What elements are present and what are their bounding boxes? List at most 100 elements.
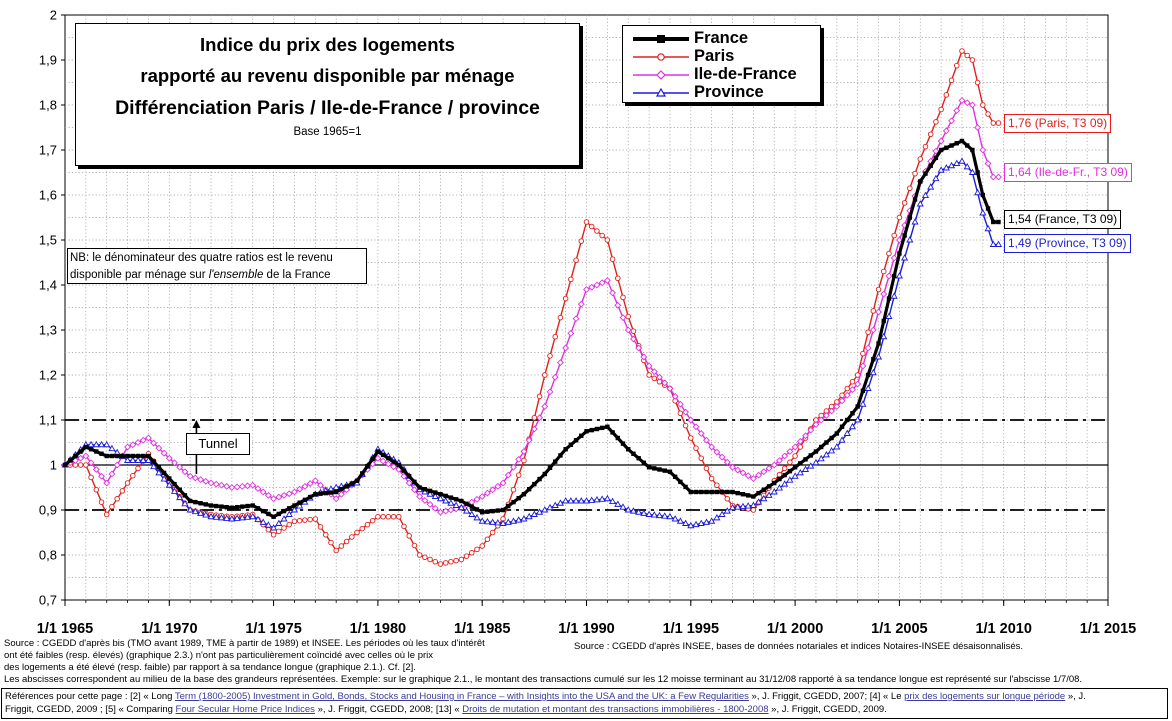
data-point <box>871 357 876 362</box>
data-point <box>745 493 751 498</box>
data-point <box>985 206 991 211</box>
data-point <box>391 459 396 464</box>
data-point <box>290 506 299 513</box>
data-point <box>693 445 699 451</box>
data-point <box>568 442 574 447</box>
data-point <box>515 472 522 478</box>
data-point <box>698 455 704 462</box>
data-point <box>546 388 554 396</box>
data-point <box>803 457 808 462</box>
data-point <box>782 472 787 478</box>
data-point <box>646 372 652 378</box>
data-point <box>797 444 804 450</box>
data-point <box>671 515 679 522</box>
y-tick-label: 1,1 <box>39 413 57 428</box>
data-point <box>776 457 783 464</box>
data-point <box>171 459 178 467</box>
ref-5-link[interactable]: Four Secular Home Price Indices <box>175 704 315 715</box>
data-point <box>770 461 778 469</box>
data-point <box>280 515 288 522</box>
data-point <box>864 344 872 352</box>
chart-title: Indice du prix des logements <box>200 34 455 55</box>
data-point <box>87 459 95 467</box>
ref-13-link[interactable]: Droits de mutation et montant des transa… <box>462 704 769 715</box>
data-point <box>332 495 340 503</box>
data-point <box>542 372 548 378</box>
data-point <box>421 497 429 504</box>
data-point <box>520 515 528 522</box>
data-point <box>525 512 533 520</box>
y-tick-label: 1,8 <box>39 98 57 113</box>
data-point <box>442 560 449 566</box>
data-point <box>170 487 179 494</box>
data-point <box>270 495 278 503</box>
data-point <box>264 491 272 499</box>
data-point <box>68 458 73 463</box>
data-point <box>954 141 959 146</box>
data-point <box>212 513 220 520</box>
data-point <box>478 493 486 500</box>
data-point <box>735 490 740 496</box>
data-point <box>614 500 622 507</box>
data-point <box>588 283 596 291</box>
data-point <box>281 508 287 514</box>
data-point <box>125 453 130 459</box>
data-point <box>624 506 632 513</box>
data-point <box>626 447 631 452</box>
data-point <box>452 501 460 508</box>
data-point <box>285 490 293 498</box>
data-point <box>567 497 575 504</box>
data-point <box>457 503 465 511</box>
data-point <box>139 456 147 463</box>
data-point <box>725 489 730 495</box>
data-point <box>349 534 355 540</box>
data-point <box>458 556 465 563</box>
ref-4-link[interactable]: prix des logements sur longue période <box>904 691 1066 702</box>
data-point <box>459 498 464 504</box>
data-point <box>177 487 182 492</box>
data-point <box>583 219 590 225</box>
data-point <box>968 168 976 175</box>
data-point <box>854 380 862 388</box>
data-point <box>307 494 313 500</box>
data-point <box>250 503 255 508</box>
data-point <box>577 497 585 504</box>
data-point <box>603 494 611 502</box>
data-point <box>238 513 246 521</box>
data-point <box>885 312 893 319</box>
ref-2-link[interactable]: Term (1800-2005) Investment in Gold, Bon… <box>174 691 749 702</box>
data-point <box>62 462 68 468</box>
data-point <box>354 529 360 536</box>
data-point <box>551 373 559 381</box>
data-point <box>605 424 610 429</box>
data-point <box>629 507 638 514</box>
data-point <box>186 506 194 513</box>
data-point <box>203 502 209 507</box>
data-point <box>483 517 491 525</box>
data-point <box>610 430 615 435</box>
data-point <box>650 511 658 518</box>
data-point <box>146 453 151 459</box>
data-point <box>594 228 600 234</box>
data-point <box>275 493 283 501</box>
data-point <box>562 497 570 504</box>
data-point <box>114 496 120 502</box>
data-point <box>603 277 611 284</box>
data-point <box>427 556 433 563</box>
data-point <box>359 525 366 532</box>
data-point <box>416 552 423 558</box>
data-point <box>869 368 877 376</box>
data-point <box>287 506 292 511</box>
data-point <box>860 388 866 393</box>
data-point <box>902 233 907 238</box>
data-point <box>688 435 694 441</box>
data-point <box>676 517 684 524</box>
data-point <box>760 494 768 502</box>
data-point <box>124 456 132 463</box>
data-point <box>181 499 189 507</box>
data-point <box>979 146 987 154</box>
data-point <box>714 482 720 489</box>
data-point <box>807 426 815 434</box>
data-point <box>473 513 481 521</box>
data-point <box>975 170 980 175</box>
